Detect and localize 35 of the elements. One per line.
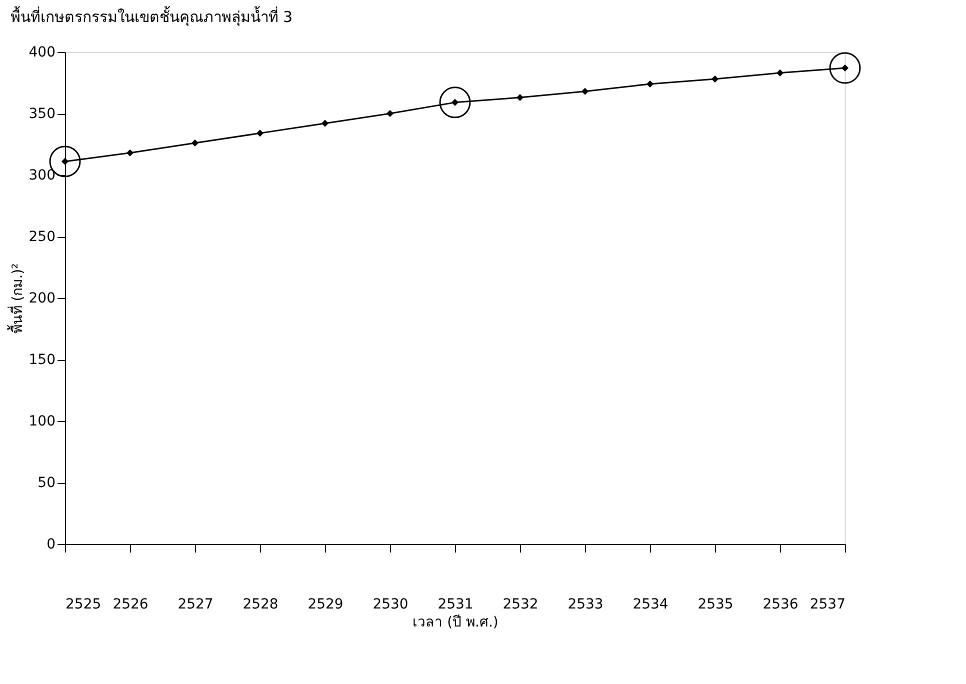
point	[646, 80, 654, 88]
x-tick-label: 2526	[112, 596, 148, 612]
point	[776, 69, 784, 76]
y-tick-label: 100	[28, 414, 56, 430]
y-tick-label: 50	[38, 475, 56, 491]
point	[516, 94, 524, 102]
x-tick-label: 2530	[372, 596, 408, 612]
y-tick-label: 150	[28, 352, 56, 368]
x-tick-label: 2528	[242, 596, 278, 612]
x-tick-label: 2525	[66, 596, 102, 612]
point	[386, 110, 394, 118]
point	[581, 88, 589, 95]
point	[126, 149, 134, 156]
point	[256, 130, 264, 137]
x-tick-label: 2535	[698, 596, 734, 612]
x-tick-label: 2531	[438, 596, 474, 612]
x-tick-label: 2537	[810, 596, 846, 612]
y-tick-label: 250	[28, 229, 56, 245]
y-tick-label: 400	[28, 44, 56, 60]
x-tick-label: 2533	[568, 596, 604, 612]
y-tick-label: 200	[28, 290, 56, 306]
point	[711, 76, 719, 83]
y-axis-title: พื้นที่ (กม.)²	[6, 263, 26, 334]
point	[191, 139, 199, 147]
x-axis-title: เวลา (ปี พ.ศ.)	[412, 614, 498, 630]
y-tick-label: 0	[46, 536, 56, 552]
y-tick-label: 300	[28, 168, 56, 184]
y-tick-label: 350	[28, 106, 56, 122]
x-tick-label: 2527	[178, 596, 214, 612]
x-tick-label: 2529	[308, 596, 344, 612]
x-tick-label: 2534	[632, 596, 668, 612]
x-tick-label: 2532	[502, 596, 538, 612]
chart-title: พื้นที่เกษตรกรรมในเขตชั้นคุณภาพลุ่มน้ำที่ 3	[10, 6, 293, 27]
point	[321, 120, 329, 127]
x-tick-label: 2536	[762, 596, 798, 612]
